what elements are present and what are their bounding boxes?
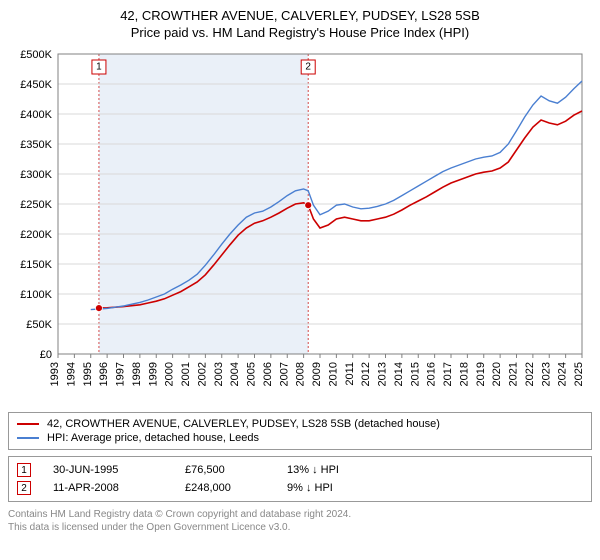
svg-text:1: 1 [96,62,102,73]
svg-text:2020: 2020 [491,362,503,386]
svg-text:2013: 2013 [377,362,389,386]
legend-label: 42, CROWTHER AVENUE, CALVERLEY, PUDSEY, … [47,418,440,430]
transaction-date: 30-JUN-1995 [53,464,163,476]
svg-text:1995: 1995 [82,362,94,386]
transaction-row: 1 30-JUN-1995 £76,500 13% ↓ HPI [17,461,583,479]
transaction-marker: 1 [17,463,31,477]
svg-text:2: 2 [305,62,311,73]
svg-text:1993: 1993 [49,362,61,386]
svg-text:2024: 2024 [557,362,569,386]
legend-swatch [17,437,39,439]
transaction-price: £248,000 [185,482,265,494]
svg-text:1997: 1997 [115,362,127,386]
footnote-line1: Contains HM Land Registry data © Crown c… [8,508,592,521]
chart-title-sub: Price paid vs. HM Land Registry's House … [8,25,592,40]
legend-swatch [17,423,39,425]
transaction-row: 2 11-APR-2008 £248,000 9% ↓ HPI [17,479,583,497]
svg-text:£350K: £350K [20,139,52,151]
svg-text:2025: 2025 [573,362,585,386]
svg-text:2014: 2014 [393,362,405,386]
svg-text:2019: 2019 [475,362,487,386]
legend-box: 42, CROWTHER AVENUE, CALVERLEY, PUDSEY, … [8,412,592,450]
footnote-line2: This data is licensed under the Open Gov… [8,521,592,534]
svg-text:2017: 2017 [442,362,454,386]
transaction-date: 11-APR-2008 [53,482,163,494]
svg-text:2023: 2023 [540,362,552,386]
svg-text:1998: 1998 [131,362,143,386]
svg-text:2006: 2006 [262,362,274,386]
svg-text:£500K: £500K [20,49,52,61]
chart-area: £0 £50K £100K £150K £200K £250K £300K £350K £400… [8,46,592,406]
title-block: 42, CROWTHER AVENUE, CALVERLEY, PUDSEY, … [8,8,592,40]
transactions-box: 1 30-JUN-1995 £76,500 13% ↓ HPI 2 11-APR-2008… [8,456,592,502]
svg-text:2005: 2005 [246,362,258,386]
svg-text:2011: 2011 [344,362,356,386]
svg-text:2021: 2021 [508,362,520,386]
svg-text:2004: 2004 [229,362,241,386]
svg-text:£300K: £300K [20,169,52,181]
svg-text:£450K: £450K [20,79,52,91]
transaction-delta: 9% ↓ HPI [287,482,387,494]
legend-label: HPI: Average price, detached house, Leed… [47,432,259,444]
transaction-marker: 2 [17,481,31,495]
svg-text:£0: £0 [40,349,52,361]
price-chart-svg: £0 £50K £100K £150K £200K £250K £300K £350K £400… [8,46,592,406]
svg-text:£150K: £150K [20,259,52,271]
chart-title-address: 42, CROWTHER AVENUE, CALVERLEY, PUDSEY, … [8,8,592,23]
legend-row: HPI: Average price, detached house, Leed… [17,431,583,445]
svg-text:1994: 1994 [65,362,77,386]
svg-text:2010: 2010 [327,362,339,386]
svg-text:2022: 2022 [524,362,536,386]
svg-text:2018: 2018 [458,362,470,386]
svg-text:£250K: £250K [20,199,52,211]
footnote: Contains HM Land Registry data © Crown c… [8,508,592,534]
svg-text:2015: 2015 [409,362,421,386]
svg-text:2001: 2001 [180,362,192,386]
svg-text:2003: 2003 [213,362,225,386]
svg-text:2016: 2016 [426,362,438,386]
svg-text:£200K: £200K [20,229,52,241]
svg-text:2009: 2009 [311,362,323,386]
svg-text:2007: 2007 [278,362,290,386]
transaction-delta: 13% ↓ HPI [287,464,387,476]
svg-text:2012: 2012 [360,362,372,386]
svg-text:2000: 2000 [164,362,176,386]
svg-text:£400K: £400K [20,109,52,121]
svg-text:2002: 2002 [196,362,208,386]
svg-text:£100K: £100K [20,289,52,301]
svg-text:1996: 1996 [98,362,110,386]
svg-text:1999: 1999 [147,362,159,386]
svg-text:2008: 2008 [295,362,307,386]
legend-row: 42, CROWTHER AVENUE, CALVERLEY, PUDSEY, … [17,417,583,431]
svg-text:£50K: £50K [26,319,52,331]
transaction-price: £76,500 [185,464,265,476]
